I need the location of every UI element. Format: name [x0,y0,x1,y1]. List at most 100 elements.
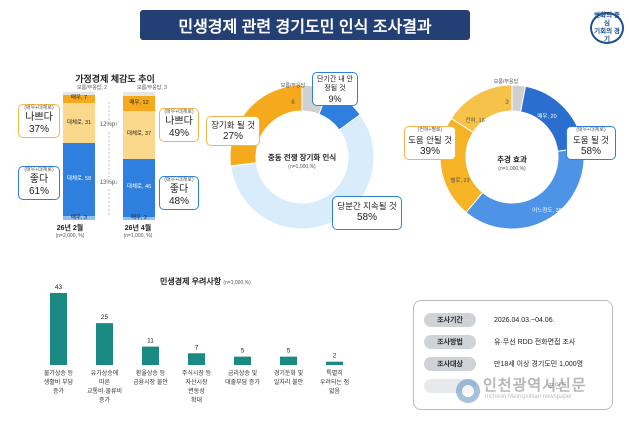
concern-value-label: 5 [287,348,291,355]
logo-line-2: 기회의 경기 [594,28,620,43]
change-arrows [108,102,110,216]
bar-segment: 매우, 12 [123,95,155,112]
callout-sub: (전혀+별로) [417,127,443,133]
concern-category-label: 교통비·물류비 [87,387,122,395]
bar-segment: 매우, 3 [63,215,95,221]
callout-label: 도움 안될 것 [408,135,452,145]
concern-category-label: 물가상승 등 [44,369,74,377]
concern-category-label: 유가상승에 [91,369,119,377]
stacked-bar-feb: 매우, 7 대체로, 31 대체로, 58 매우, 3 [63,92,95,221]
callout-helpful: (매우+대체로) 도움 될 것 58% [566,126,616,160]
callout-value: 37% [28,124,49,135]
donut2-dk-value: 3 [505,100,509,106]
donut2-seg-somewhat: 어느정도, 38 [532,208,562,214]
survey-value: 포인트 [548,383,568,390]
concern-category-label: 주식시장 등 [182,369,212,377]
donut-slice [465,147,585,230]
concern-category-label: 변동성 [188,387,205,395]
concern-category-label: 확대 [191,396,202,404]
concern-bar [96,323,113,365]
callout-label: 나쁘다 [165,116,193,127]
concern-bar [50,293,67,365]
concern-category-label: 금리상승 및 [228,369,258,377]
bar-segment: 대체로, 46 [123,158,155,218]
callout-label: 좋다 [29,174,49,185]
sample-feb: (n=2,000, %) [55,233,85,239]
callout-not-helpful: (전혀+별로) 도움 안될 것 39% [404,126,456,160]
concern-bar [326,361,343,365]
donut1-n: (n=1,000,%) [288,164,316,170]
callout-sub: (매우+대체로) [24,105,54,111]
concern-bar [188,353,205,365]
callout-bad-feb: (매우+대체로) 나쁘다 37% [18,104,60,138]
donut1-dk-value: 6 [291,100,295,106]
survey-value: 만18세 이상 경기도민 1,000명 [494,361,584,368]
callout-value: 58% [580,146,601,157]
bar-segment: 대체로, 31 [63,103,95,143]
survey-key [424,379,476,393]
concern-category-label: 금융시장 불안 [133,378,168,386]
concern-category-label: 특별히 [326,369,343,377]
callout-label: 나쁘다 [25,112,53,123]
concern-category-label: 일자리 불안 [274,378,304,386]
callout-prolonged: 장기화 될 것 27% [206,116,260,146]
concern-category-label: 증가 [99,396,111,404]
bar-segment: 매우, 2 [123,215,155,221]
survey-row: 조사방법 유·무선 RDD 전화면접 조사 [424,335,575,349]
stacked-bar-apr: 매우, 12 대체로, 37 대체로, 46 매우, 2 [123,92,155,221]
donut2-n: (n=1,000,%) [498,166,526,172]
sample-apr: (n=1,000, %) [123,233,153,239]
callout-sub: (매우+대체로) [164,109,194,115]
bar-segment: 대체로, 37 [123,111,155,159]
concern-value-label: 2 [333,353,337,360]
bar-segment [123,92,155,96]
donut1-dk-label: 모름/무응답 [280,83,306,89]
callout-short-term: 단기간 내 안정될 것 9% [312,72,358,106]
concern-value-label: 11 [147,338,154,345]
callout-value: 9% [328,94,342,104]
bar-segment [63,92,95,95]
callout-label: 도움 될 것 [572,135,609,145]
concerns-n: (n=1,000,%) [223,280,251,286]
change-up-label: 12%p↑ [99,122,119,128]
category-feb: 26년 2월 [56,225,84,232]
survey-value: 유·무선 RDD 전화면접 조사 [494,339,576,346]
callout-bad-apr: (매우+대체로) 나쁘다 49% [159,108,199,142]
donut2-seg-not-much: 별로, 23 [450,178,470,184]
concern-value-label: 43 [55,284,63,291]
callout-value: 61% [28,186,49,197]
category-apr: 26년 4월 [124,225,152,232]
bar-segment: 매우, 7 [63,94,95,104]
donut2-dk-label: 모름/무응답 [493,79,519,85]
concern-category-label: 자산시장 [185,378,208,386]
concerns-title-text: 민생경제 우려사항 [160,277,222,286]
concern-category-label: 증가 [53,387,65,395]
survey-info-box: 조사기간 2026.04.03.~04.06. 조사방법 유·무선 RDD 전화… [413,300,613,410]
concern-bar [280,356,297,365]
concern-category-label: 따른 [99,378,111,386]
callout-sub: (매우+대체로) [576,127,606,133]
callout-good-apr: (매우+대체로) 좋다 48% [159,176,199,210]
callout-label: 당분간 지속될 것 [337,201,397,211]
change-down-label: 13%p↓ [99,180,119,186]
concern-category-label: 환율상승 등 [136,369,166,377]
callout-label: 단기간 내 안정될 것 [316,76,354,92]
survey-row: 포인트 [424,379,567,393]
concern-value-label: 7 [195,344,199,351]
concern-category-label: 대출부담 증가 [225,378,260,386]
survey-key: 조사대상 [424,357,476,371]
callout-value: 48% [168,196,189,207]
donut2-seg-very: 매우, 20 [537,114,557,120]
callout-label: 장기화 될 것 [211,120,255,130]
survey-key: 조사방법 [424,335,476,349]
donut-slice [450,84,513,134]
bar-segment: 대체로, 58 [63,142,95,217]
bar2-top-label: 모름/무응답, 3 [137,85,167,91]
concern-category-label: 생활비 부담 [44,378,74,386]
callout-value: 49% [168,128,189,139]
callout-continue: 당분간 지속될 것 58% [332,196,402,230]
callout-good-feb: (매우+대체로) 좋다 61% [18,166,60,200]
callout-label: 좋다 [169,184,189,195]
concerns-title: 민생경제 우려사항 (n=1,000,%) [160,276,300,287]
callout-value: 39% [419,146,440,157]
